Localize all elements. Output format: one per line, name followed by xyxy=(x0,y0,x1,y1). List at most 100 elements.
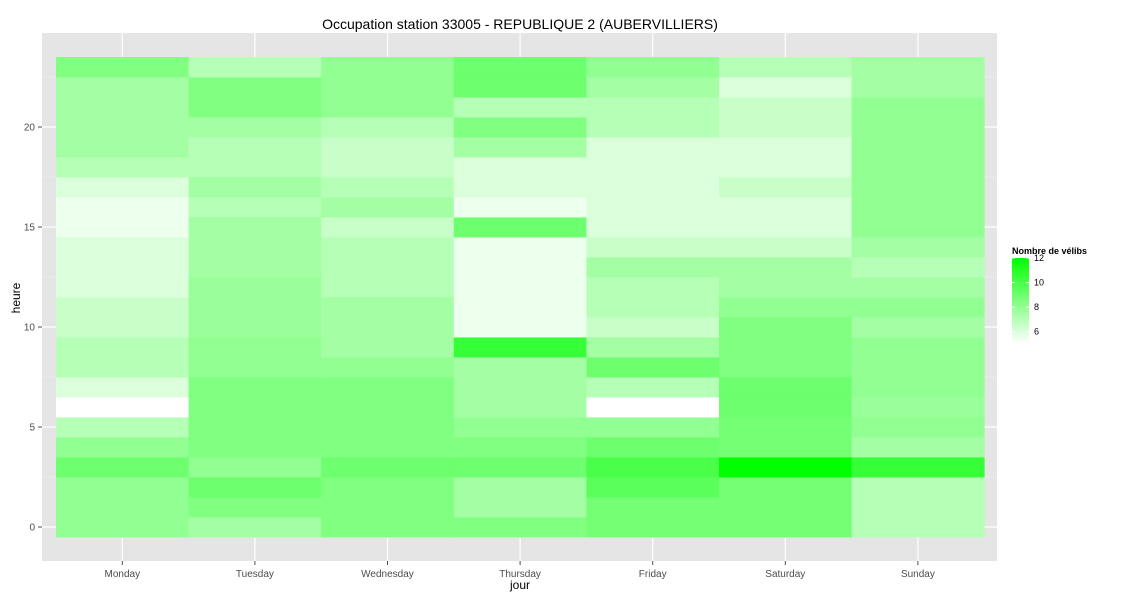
heatmap-cell xyxy=(321,177,455,198)
heatmap-cell xyxy=(188,437,322,458)
heatmap-cell xyxy=(321,437,455,458)
heatmap-cell xyxy=(56,237,189,258)
heatmap-cell xyxy=(719,477,852,498)
heatmap-cell xyxy=(586,437,720,458)
heatmap-cell xyxy=(453,357,587,378)
heatmap-cell xyxy=(321,477,455,498)
heatmap-cell xyxy=(851,497,985,518)
heatmap-cell xyxy=(851,337,985,358)
heatmap-cell xyxy=(56,77,189,98)
y-axis: 0 5 10 15 20 xyxy=(24,123,42,534)
heatmap-cell xyxy=(56,517,189,538)
heatmap-cell xyxy=(56,57,189,78)
y-tick-label: 20 xyxy=(24,123,36,134)
heatmap-cell xyxy=(851,117,985,138)
heatmap-cell xyxy=(188,257,322,278)
heatmap-cell xyxy=(453,497,587,518)
heatmap-cell xyxy=(453,197,587,218)
heatmap-cell xyxy=(188,477,322,498)
heatmap-cell xyxy=(851,417,985,438)
heatmap-cell xyxy=(719,237,852,258)
heatmap-cell xyxy=(188,217,322,238)
heatmap-cell xyxy=(719,77,852,98)
heatmap-cell xyxy=(453,397,587,418)
heatmap-cell xyxy=(56,97,189,118)
heatmap-cell xyxy=(586,517,720,538)
heatmap-cell xyxy=(56,377,189,398)
heatmap-cell xyxy=(719,57,852,78)
heatmap-cell xyxy=(321,517,455,538)
y-tick-label: 0 xyxy=(29,523,35,534)
heatmap-cell xyxy=(188,277,322,298)
heatmap-cell xyxy=(56,457,189,478)
heatmap-cell xyxy=(719,317,852,338)
heatmap-cell xyxy=(453,137,587,158)
heatmap-cell xyxy=(188,57,322,78)
heatmap-cell xyxy=(719,257,852,278)
heatmap-cell xyxy=(56,197,189,218)
x-axis: Monday Tuesday Wednesday Thursday Friday Satu… xyxy=(105,561,935,580)
heatmap-cell xyxy=(586,117,720,138)
heatmap-cell xyxy=(321,117,455,138)
heatmap-cell xyxy=(719,517,852,538)
heatmap-cell xyxy=(719,277,852,298)
heatmap-cell xyxy=(56,257,189,278)
heatmap-cell xyxy=(851,517,985,538)
heatmap-cell xyxy=(188,237,322,258)
heatmap-cell xyxy=(188,157,322,178)
heatmap-cell xyxy=(321,397,455,418)
heatmap-cell xyxy=(586,57,720,78)
heatmap-cell xyxy=(56,477,189,498)
x-tick-label: Saturday xyxy=(765,569,805,580)
heatmap-cell xyxy=(719,197,852,218)
heatmap-cell xyxy=(586,257,720,278)
y-tick-label: 10 xyxy=(24,323,36,334)
heatmap-cell xyxy=(188,117,322,138)
heatmap-cell xyxy=(586,177,720,198)
heatmap-cell xyxy=(453,437,587,458)
heatmap-cell xyxy=(321,137,455,158)
x-tick-label: Friday xyxy=(639,569,667,580)
heatmap-cell xyxy=(56,117,189,138)
heatmap-cell xyxy=(188,137,322,158)
heatmap-cell xyxy=(851,477,985,498)
x-tick-label: Tuesday xyxy=(236,569,274,580)
heatmap-cell xyxy=(56,497,189,518)
legend-label: 8 xyxy=(1034,302,1039,312)
heatmap-cell xyxy=(851,77,985,98)
heatmap-cell xyxy=(453,417,587,438)
heatmap-cell xyxy=(56,277,189,298)
heatmap-cell xyxy=(719,137,852,158)
heatmap-cell xyxy=(719,497,852,518)
heatmap-cell xyxy=(56,157,189,178)
heatmap-cell xyxy=(586,77,720,98)
heatmap-cell xyxy=(586,137,720,158)
heatmap-cell xyxy=(453,457,587,478)
heatmap-cell xyxy=(851,197,985,218)
heatmap-cell xyxy=(586,217,720,238)
heatmap-cell xyxy=(453,317,587,338)
heatmap-cell xyxy=(719,457,852,478)
heatmap-cell xyxy=(188,417,322,438)
heatmap-cell xyxy=(719,177,852,198)
heatmap-cell xyxy=(719,417,852,438)
heatmap-cell xyxy=(56,437,189,458)
heatmap-cell xyxy=(453,517,587,538)
heatmap-cell xyxy=(453,477,587,498)
heatmap-cell xyxy=(56,417,189,438)
legend-title: Nombre de vélibs xyxy=(1012,246,1087,256)
heatmap-cell xyxy=(851,357,985,378)
heatmap-cell xyxy=(453,77,587,98)
heatmap-cell xyxy=(321,197,455,218)
x-tick-label: Sunday xyxy=(901,569,935,580)
heatmap-cell xyxy=(56,137,189,158)
heatmap-cell xyxy=(586,277,720,298)
heatmap-cell xyxy=(719,437,852,458)
heatmap-cell xyxy=(188,357,322,378)
heatmap-cell xyxy=(586,297,720,318)
heatmap-cell xyxy=(586,237,720,258)
heatmap-cell xyxy=(321,417,455,438)
heatmap-cell xyxy=(851,377,985,398)
heatmap-cell xyxy=(453,257,587,278)
